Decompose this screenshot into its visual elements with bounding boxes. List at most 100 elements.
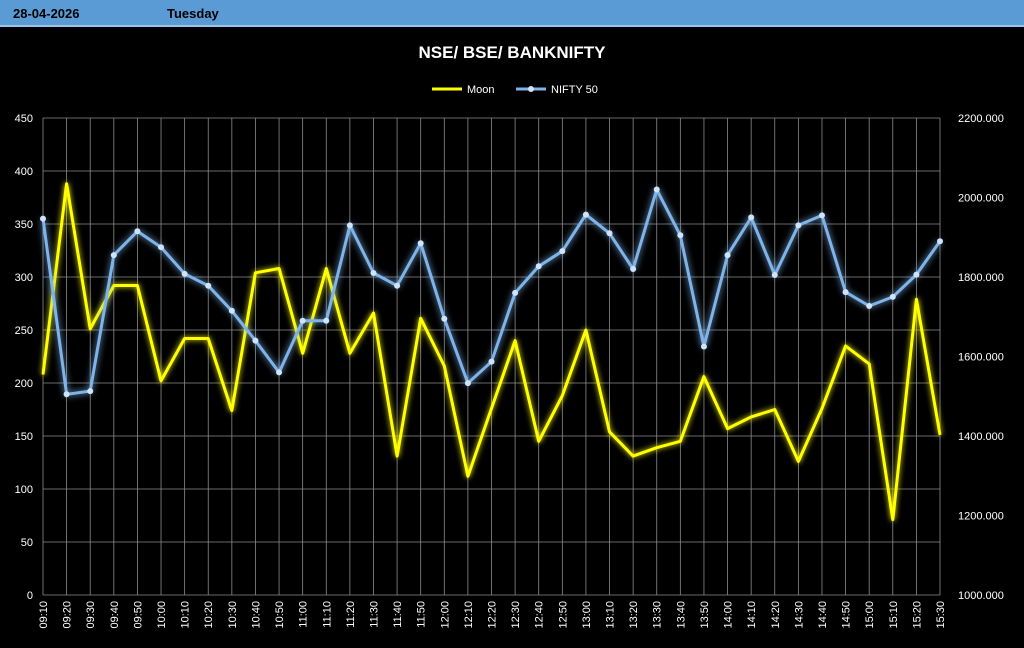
data-point xyxy=(724,252,731,259)
x-tick-label: 13:00 xyxy=(581,601,593,629)
x-tick-label: 14:40 xyxy=(817,601,829,629)
data-point xyxy=(205,282,212,289)
x-tick-label: 09:20 xyxy=(62,601,74,629)
y-right-tick-label: 1400.000 xyxy=(958,431,1004,443)
x-tick-label: 12:40 xyxy=(534,601,546,629)
data-point xyxy=(582,211,589,218)
grid-lines xyxy=(42,117,941,596)
day-label: Tuesday xyxy=(167,6,219,21)
data-point xyxy=(937,238,943,245)
x-tick-label: 13:50 xyxy=(699,601,711,629)
data-point xyxy=(559,248,566,255)
x-tick-label: 14:30 xyxy=(793,601,805,629)
x-tick-label: 14:00 xyxy=(723,601,735,629)
y-right-tick-label: 1600.000 xyxy=(958,352,1004,364)
y-left-tick-label: 150 xyxy=(15,431,33,443)
x-tick-label: 12:10 xyxy=(463,601,475,629)
y-left-tick-label: 100 xyxy=(15,484,33,496)
data-point xyxy=(276,369,283,376)
y-left-tick-label: 250 xyxy=(15,325,33,337)
data-point xyxy=(63,391,70,398)
data-point xyxy=(228,307,235,314)
x-tick-label: 11:10 xyxy=(321,601,333,628)
legend-label: NIFTY 50 xyxy=(551,84,598,96)
data-point xyxy=(323,317,330,324)
x-tick-label: 14:10 xyxy=(746,601,758,629)
y-left-tick-label: 350 xyxy=(15,219,33,231)
data-point xyxy=(464,380,471,387)
x-tick-label: 13:30 xyxy=(652,601,664,629)
data-point xyxy=(771,272,778,279)
x-tick-label: 10:10 xyxy=(180,601,192,629)
y-left-tick-label: 0 xyxy=(27,590,33,602)
series-line-moon xyxy=(41,182,942,522)
x-tick-label: 10:30 xyxy=(227,601,239,629)
data-point xyxy=(370,270,377,277)
x-tick-label: 12:30 xyxy=(510,601,522,629)
x-tick-label: 15:30 xyxy=(935,601,947,629)
data-point xyxy=(653,186,660,193)
y-right-tick-label: 1800.000 xyxy=(958,272,1004,284)
y-right-tick-label: 2200.000 xyxy=(958,113,1004,125)
data-point xyxy=(795,222,802,229)
x-tick-label: 10:00 xyxy=(156,601,168,629)
data-point xyxy=(889,293,896,300)
chart-legend: Moon NIFTY 50 xyxy=(432,84,598,96)
data-point xyxy=(748,214,755,221)
y-right-tick-label: 1000.000 xyxy=(958,590,1004,602)
data-point xyxy=(866,303,873,310)
line-chart: NSE/ BSE/ BANKNIFTY Moon NIFTY 50 0 50 100 1… xyxy=(15,43,1004,629)
x-tick-label: 11:20 xyxy=(345,601,357,628)
data-point xyxy=(40,215,46,222)
data-point xyxy=(110,252,117,259)
data-point xyxy=(677,232,684,239)
data-point xyxy=(181,270,188,277)
data-point xyxy=(346,222,353,229)
data-point xyxy=(630,266,637,273)
x-tick-label: 09:30 xyxy=(85,601,97,629)
data-point xyxy=(441,315,448,322)
x-tick-label: 09:50 xyxy=(132,601,144,629)
legend-marker xyxy=(528,86,534,92)
y-left-tick-label: 50 xyxy=(21,537,33,549)
date-label: 28-04-2026 xyxy=(13,6,80,21)
x-tick-label: 11:00 xyxy=(298,601,310,628)
x-tick-label: 13:20 xyxy=(628,601,640,629)
x-tick-label: 10:40 xyxy=(250,601,262,629)
data-point xyxy=(535,263,542,270)
chart-panel: NSE/ BSE/ BANKNIFTY Moon NIFTY 50 0 50 100 1… xyxy=(0,27,1024,648)
x-tick-label: 09:10 xyxy=(38,601,50,629)
data-point xyxy=(134,228,141,235)
data-point xyxy=(394,282,401,289)
x-tick-label: 14:50 xyxy=(841,601,853,629)
y-left-tick-label: 200 xyxy=(15,378,33,390)
header-bar: 28-04-2026 Tuesday xyxy=(0,0,1024,27)
y-right-tick-label: 2000.000 xyxy=(958,193,1004,205)
x-tick-label: 12:50 xyxy=(557,601,569,629)
x-tick-label: 13:40 xyxy=(675,601,687,629)
x-tick-label: 15:00 xyxy=(864,601,876,629)
data-point xyxy=(87,388,94,395)
data-point xyxy=(700,343,707,350)
data-point xyxy=(913,271,920,278)
x-tick-label: 10:20 xyxy=(203,601,215,629)
x-tick-label: 11:30 xyxy=(368,601,380,628)
data-point xyxy=(158,244,165,251)
data-point xyxy=(299,317,306,324)
data-point xyxy=(818,212,825,219)
data-point xyxy=(512,289,519,296)
y-left-tick-label: 300 xyxy=(15,272,33,284)
x-tick-label: 09:40 xyxy=(109,601,121,629)
x-tick-label: 15:20 xyxy=(911,601,923,629)
y-right-tick-label: 1200.000 xyxy=(958,511,1004,523)
x-tick-label: 14:20 xyxy=(770,601,782,629)
chart-series xyxy=(40,182,943,522)
chart-axes: 0 50 100 150 200 250 300 350 400 450 1000.000 1200.… xyxy=(15,113,1004,629)
x-tick-label: 12:20 xyxy=(487,601,499,629)
x-tick-label: 12:00 xyxy=(439,601,451,629)
data-point xyxy=(417,240,424,247)
legend-label: Moon xyxy=(467,84,495,96)
y-left-tick-label: 400 xyxy=(15,166,33,178)
x-tick-label: 11:40 xyxy=(392,601,404,628)
x-tick-label: 13:10 xyxy=(605,601,617,629)
